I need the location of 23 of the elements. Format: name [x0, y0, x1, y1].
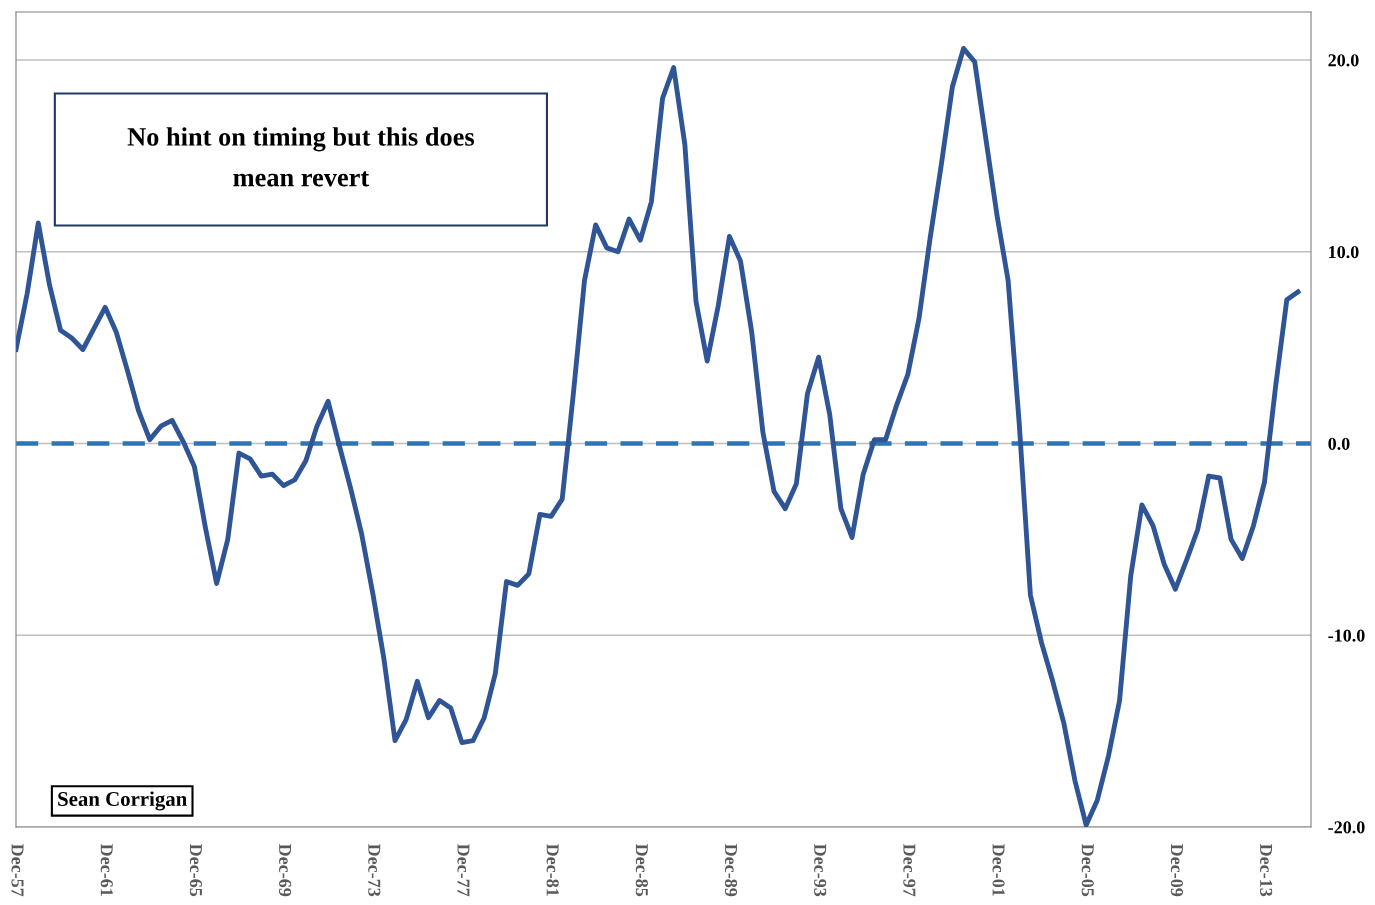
x-tick-label: Dec-65 — [189, 843, 202, 897]
line-series — [16, 46, 1301, 827]
x-tick-label: Dec-01 — [992, 843, 1005, 896]
y-tick-label: 20.0 — [1328, 54, 1359, 67]
x-tick-label: Dec-69 — [279, 843, 292, 897]
y-tick-label: 10.0 — [1329, 245, 1359, 259]
x-tick-label: Dec-85 — [635, 843, 648, 897]
y-tick-label: -20.0 — [1328, 821, 1365, 834]
x-tick-label: Dec-73 — [368, 843, 381, 897]
x-tick-label: Dec-77 — [457, 843, 470, 897]
x-tick-label: Dec-97 — [903, 843, 916, 897]
y-tick-label: -10.0 — [1328, 629, 1365, 642]
x-tick-label: Dec-93 — [814, 843, 827, 897]
x-tick-label: Dec-61 — [100, 843, 113, 896]
x-tick-label: Dec-05 — [1081, 843, 1094, 897]
y-tick-label: 0.0 — [1328, 437, 1350, 450]
x-tick-label: Dec-89 — [724, 843, 738, 897]
x-tick-label: Dec-57 — [11, 843, 24, 897]
x-tick-label: Dec-13 — [1260, 843, 1273, 897]
x-tick-label: Dec-09 — [1170, 843, 1184, 897]
annotation: Sean Corrigan — [58, 791, 187, 811]
annotation: No hint on timing but this does mean revert — [127, 127, 475, 187]
x-tick-label: Dec-81 — [546, 843, 559, 896]
